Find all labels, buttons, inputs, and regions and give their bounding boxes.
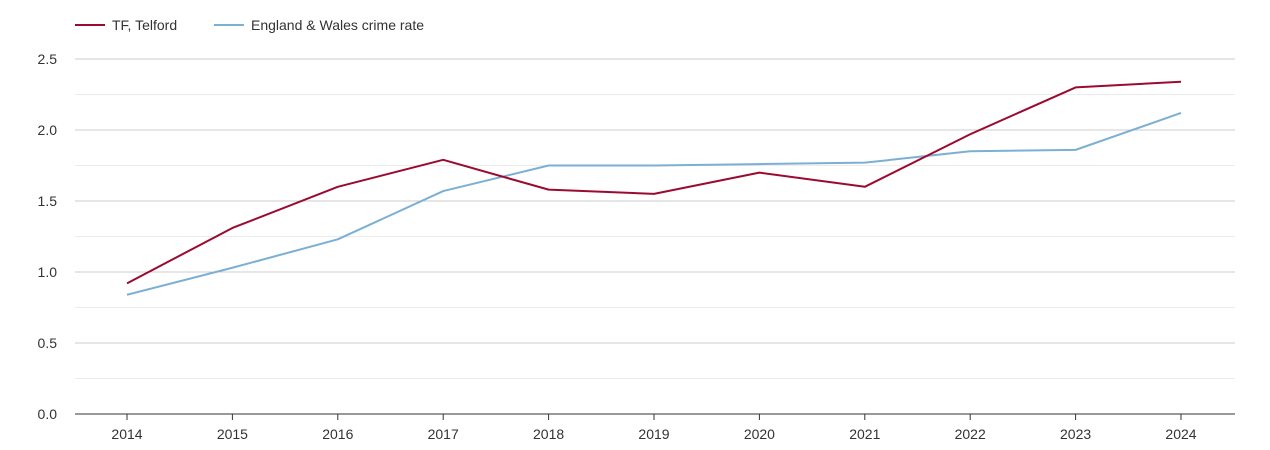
x-tick-label: 2015: [217, 426, 248, 442]
data-point[interactable]: [967, 131, 973, 137]
legend: TF, Telford England & Wales crime rate: [75, 17, 424, 33]
x-tick-label: 2019: [638, 426, 669, 442]
series-group: [124, 79, 1184, 298]
y-tick-label: 1.5: [38, 193, 58, 209]
y-axis: 0.0 0.5 1.0 1.5 2.0 2.5: [38, 51, 58, 422]
data-point[interactable]: [1073, 84, 1079, 90]
legend-item-telford[interactable]: TF, Telford: [75, 17, 177, 33]
data-point[interactable]: [124, 292, 130, 298]
x-tick-label: 2022: [955, 426, 986, 442]
y-tick-label: 1.0: [38, 264, 58, 280]
y-tick-label: 0.0: [38, 406, 58, 422]
data-point[interactable]: [756, 170, 762, 176]
data-point[interactable]: [335, 184, 341, 190]
data-point[interactable]: [651, 163, 657, 169]
data-point[interactable]: [124, 280, 130, 286]
legend-label-england-wales: England & Wales crime rate: [251, 17, 424, 33]
x-tick-label: 2018: [533, 426, 564, 442]
data-point[interactable]: [1178, 110, 1184, 116]
y-tick-label: 2.5: [38, 51, 58, 67]
data-point[interactable]: [440, 157, 446, 163]
series-line-england-wales[interactable]: [126, 112, 1182, 296]
data-point[interactable]: [967, 148, 973, 154]
data-point[interactable]: [229, 265, 235, 271]
data-point[interactable]: [862, 160, 868, 166]
gridlines: [75, 58, 1235, 379]
series-line-telford[interactable]: [126, 80, 1182, 285]
data-point[interactable]: [651, 191, 657, 197]
x-tick-label: 2021: [849, 426, 880, 442]
x-tick-label: 2024: [1165, 426, 1196, 442]
data-point[interactable]: [862, 184, 868, 190]
data-point[interactable]: [546, 187, 552, 193]
y-tick-label: 0.5: [38, 335, 58, 351]
x-tick-label: 2014: [111, 426, 142, 442]
legend-label-telford: TF, Telford: [112, 17, 177, 33]
data-point[interactable]: [440, 188, 446, 194]
data-point[interactable]: [756, 161, 762, 167]
data-point[interactable]: [1178, 79, 1184, 85]
x-axis: 2014 2015 2016 2017 2018 2019 2020 2021 2022 2023…: [75, 413, 1235, 442]
data-point[interactable]: [229, 225, 235, 231]
legend-item-england-wales[interactable]: England & Wales crime rate: [214, 17, 424, 33]
data-point[interactable]: [1073, 147, 1079, 153]
data-point[interactable]: [546, 163, 552, 169]
x-tick-label: 2023: [1060, 426, 1091, 442]
x-tick-label: 2017: [428, 426, 459, 442]
x-tick-label: 2016: [322, 426, 353, 442]
data-point[interactable]: [335, 236, 341, 242]
y-tick-label: 2.0: [38, 122, 58, 138]
x-tick-label: 2020: [744, 426, 775, 442]
